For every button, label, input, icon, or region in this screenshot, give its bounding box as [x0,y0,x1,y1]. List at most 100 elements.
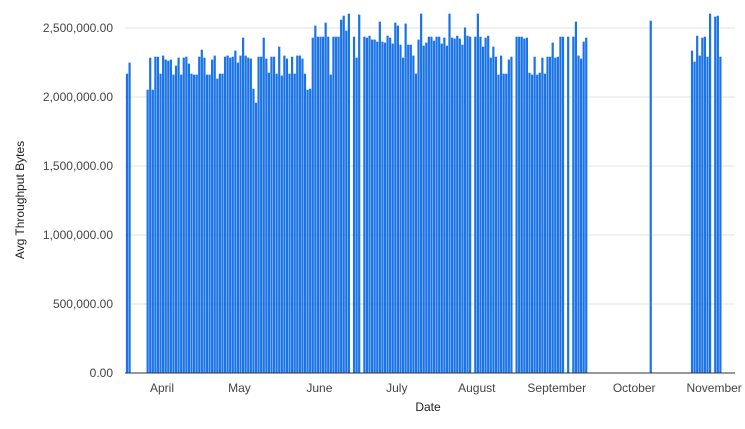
bar[interactable] [211,59,214,374]
bar[interactable] [582,41,585,374]
bar[interactable] [435,36,438,373]
bar[interactable] [383,42,387,374]
bar[interactable] [443,37,446,373]
bar[interactable] [159,73,162,373]
bar[interactable] [283,55,286,373]
bar[interactable] [474,36,477,373]
bar[interactable] [481,46,485,373]
bar[interactable] [505,73,508,373]
bar[interactable] [386,35,389,374]
bar[interactable] [247,57,250,374]
bar[interactable] [543,73,547,373]
bar[interactable] [213,55,216,373]
bar[interactable] [466,35,469,374]
bar[interactable] [479,36,482,373]
bar[interactable] [533,56,536,373]
bar[interactable] [257,56,260,373]
bar[interactable] [523,38,526,373]
bar[interactable] [239,55,242,373]
bar[interactable] [407,44,410,374]
bar[interactable] [714,16,717,374]
bar[interactable] [450,37,454,373]
bar[interactable] [203,57,206,374]
bar[interactable] [149,57,152,374]
bar[interactable] [445,45,449,373]
bar[interactable] [327,36,330,373]
bar[interactable] [231,56,234,373]
bar[interactable] [461,44,464,374]
bar[interactable] [321,36,325,373]
bar[interactable] [394,22,397,373]
bar[interactable] [698,55,701,373]
bar[interactable] [298,55,301,373]
bar[interactable] [200,49,203,373]
bar[interactable] [182,57,185,374]
bar[interactable] [319,36,322,373]
bar[interactable] [693,61,696,374]
bar[interactable] [167,60,170,374]
bar[interactable] [502,73,505,373]
bar[interactable] [332,36,335,373]
bar[interactable] [536,74,539,374]
bar[interactable] [242,37,245,373]
bar[interactable] [311,37,314,373]
bar[interactable] [180,74,183,374]
bar[interactable] [458,38,461,373]
bar[interactable] [198,56,201,373]
bar[interactable] [432,40,436,374]
bar[interactable] [352,36,356,373]
bar[interactable] [329,74,332,374]
bar[interactable] [291,56,294,373]
bar[interactable] [438,36,441,373]
bar[interactable] [316,36,320,373]
bar[interactable] [337,36,340,373]
bar[interactable] [549,56,552,373]
bar[interactable] [195,74,198,374]
bar[interactable] [192,74,196,374]
bar[interactable] [355,57,358,374]
bar[interactable] [347,13,350,373]
bar[interactable] [340,19,343,373]
bar[interactable] [412,55,415,373]
bar[interactable] [365,37,369,373]
bar[interactable] [324,22,327,373]
bar[interactable] [280,75,283,374]
bar[interactable] [425,42,428,374]
bar[interactable] [703,36,707,373]
bar[interactable] [368,35,371,374]
bar[interactable] [561,36,565,373]
bar[interactable] [541,57,544,374]
bar[interactable] [226,55,229,373]
bar[interactable] [469,36,472,373]
bar[interactable] [358,14,361,373]
bar[interactable] [448,13,451,373]
bar[interactable] [409,44,412,374]
bar[interactable] [525,37,528,373]
bar[interactable] [381,41,384,374]
bar[interactable] [309,88,312,373]
bar[interactable] [476,13,479,373]
bar[interactable] [151,89,154,373]
bar[interactable] [342,15,345,374]
bar[interactable] [494,56,498,373]
bar[interactable] [270,56,273,373]
bar[interactable] [156,56,160,373]
bar[interactable] [177,57,180,374]
bar[interactable] [262,37,265,373]
bar[interactable] [236,62,240,373]
bar[interactable] [265,58,268,374]
bar[interactable] [208,74,211,374]
bar[interactable] [174,65,178,373]
bar[interactable] [487,35,490,374]
bar[interactable] [538,72,541,373]
bar[interactable] [427,36,430,373]
bar[interactable] [363,36,366,373]
bar[interactable] [306,89,309,373]
bar[interactable] [440,43,443,374]
bar[interactable] [559,36,562,373]
bar[interactable] [216,78,219,374]
bar[interactable] [244,55,247,373]
bar[interactable] [229,57,232,374]
bar[interactable] [254,102,258,374]
bar[interactable] [556,56,559,373]
